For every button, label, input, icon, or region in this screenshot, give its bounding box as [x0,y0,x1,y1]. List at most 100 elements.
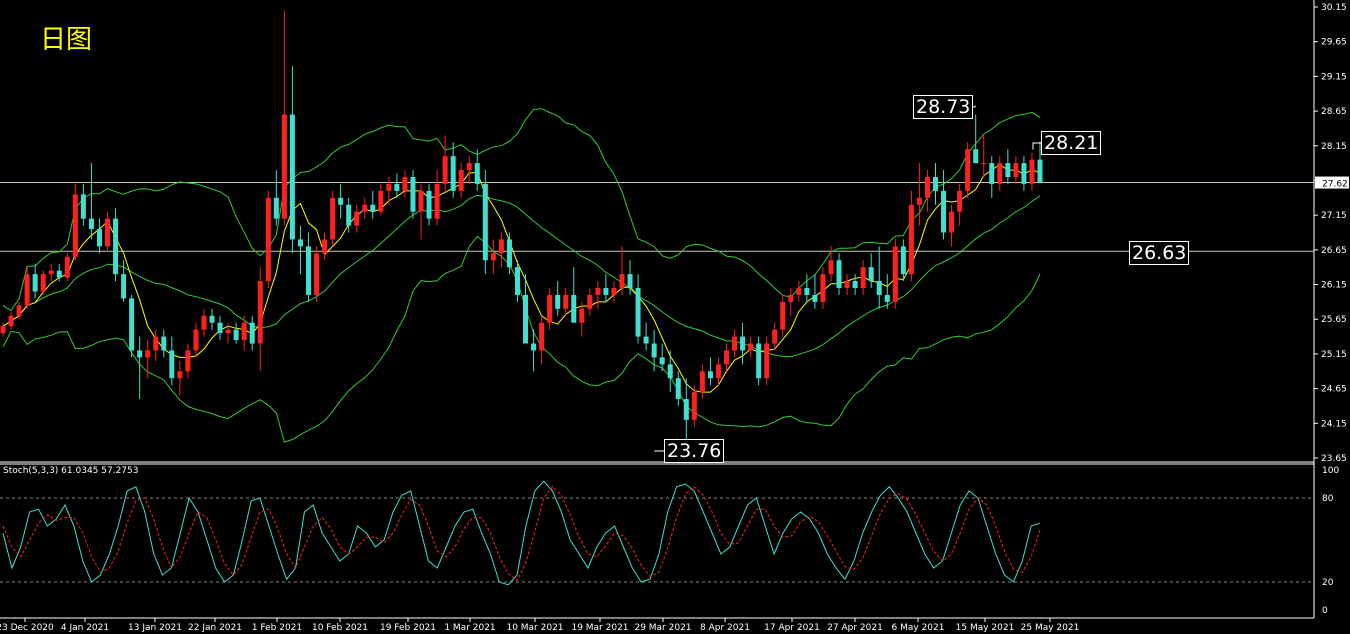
candle-body [981,163,987,165]
candle-body [563,294,569,309]
candle-body [1021,163,1027,184]
candle-body [498,239,504,254]
time-tick-label: 29 Mar 2021 [634,623,691,633]
candle-body [571,294,577,323]
candle-body [820,274,826,302]
candle-body [997,163,1003,184]
price-tick-label: 30.15 [1321,3,1347,13]
time-tick-label: 19 Mar 2021 [571,623,628,633]
price-tick-label: 25.15 [1321,350,1347,360]
candle-body [105,218,111,247]
candle-body [410,176,416,212]
time-tick-label: 1 Mar 2021 [444,623,495,633]
page-title: 日图 [40,25,93,55]
time-tick-label: 19 Feb 2021 [380,623,436,633]
candle-body [338,197,344,205]
price-tick-label: 28.65 [1321,107,1347,117]
time-tick-label: 27 Apr 2021 [827,623,883,633]
bollinger-middle [2,194,1041,358]
candle-body [587,294,593,309]
candle-body [627,274,633,289]
candle-body [56,270,62,278]
candle-body [177,371,183,379]
candle-body [715,364,721,379]
candle-body [764,343,770,379]
current-price-label: 27.62 [1322,180,1348,190]
candle-body [72,194,78,257]
price-tick-label: 23.65 [1321,454,1347,464]
candle-body [957,190,963,212]
low-price-callout: 23.76 [664,439,725,463]
candle-body [683,399,689,420]
candle-body [322,239,328,254]
time-tick-label: 10 Mar 2021 [506,623,563,633]
candle-body [908,204,914,275]
candle-body [860,267,866,289]
candle-body [924,176,930,198]
candle-body [233,329,239,341]
candle-body [281,114,287,219]
candle-body [257,281,263,344]
candle-body [40,274,46,292]
stochastic-label: Stoch(5,3,3) 61.0345 57.2753 [3,466,139,476]
candle-body [828,260,834,275]
candle-body [209,315,215,323]
bollinger-lower [2,235,1041,443]
candle-body [844,281,850,289]
candle-body [273,197,279,219]
candle-body [675,378,681,400]
price-tick-label: 27.15 [1321,211,1347,221]
candle-body [48,270,54,275]
candle-body [555,294,561,309]
candle-body [378,190,384,212]
candle-body [346,204,352,226]
candle-body [458,170,464,191]
candle-body [145,350,151,358]
candle-body [1013,163,1019,177]
current-price-box [1315,176,1349,189]
stochastic-pane[interactable] [0,480,1314,586]
candle-body [932,176,938,191]
candle-body [876,281,882,295]
candle-body [201,315,207,330]
candle-body [973,149,979,164]
candle-body [989,163,995,184]
last-price-callout: 28.21 [1041,131,1102,155]
candle-body [474,163,480,184]
candle-body [96,229,102,247]
time-tick-label: 17 Apr 2021 [764,623,820,633]
candle-body [506,239,512,268]
candle-body [402,176,408,191]
moving-average [2,163,1041,393]
candle-body [740,336,746,351]
candle-body [426,190,432,219]
candle-body [137,350,143,358]
candle-body [169,350,175,379]
candle-body [314,253,320,295]
price-pane[interactable] [0,10,1314,452]
candle-body [265,197,271,282]
price-tick-label: 24.65 [1321,385,1347,395]
candle-body [450,156,456,191]
candle-body [965,149,971,191]
stoch-tick-label: 80 [1322,494,1334,504]
time-tick-label: 15 May 2021 [956,623,1015,633]
candle-body [482,183,488,261]
candle-body [812,294,818,302]
candle-body [305,246,311,295]
candle-body [788,294,794,302]
price-tick-label: 24.15 [1321,419,1347,429]
price-tick-label: 26.65 [1321,246,1347,256]
candle-body [852,281,858,289]
candle-body [659,357,665,365]
candle-body [0,326,6,334]
candle-body [732,336,738,351]
stoch-tick-label: 100 [1322,466,1339,476]
candle-body [434,183,440,219]
stoch-tick-label: 0 [1322,606,1328,616]
candle-body [900,246,906,275]
stoch-k-line [2,480,1041,586]
candle-body [289,114,295,240]
candle-body [161,336,167,351]
